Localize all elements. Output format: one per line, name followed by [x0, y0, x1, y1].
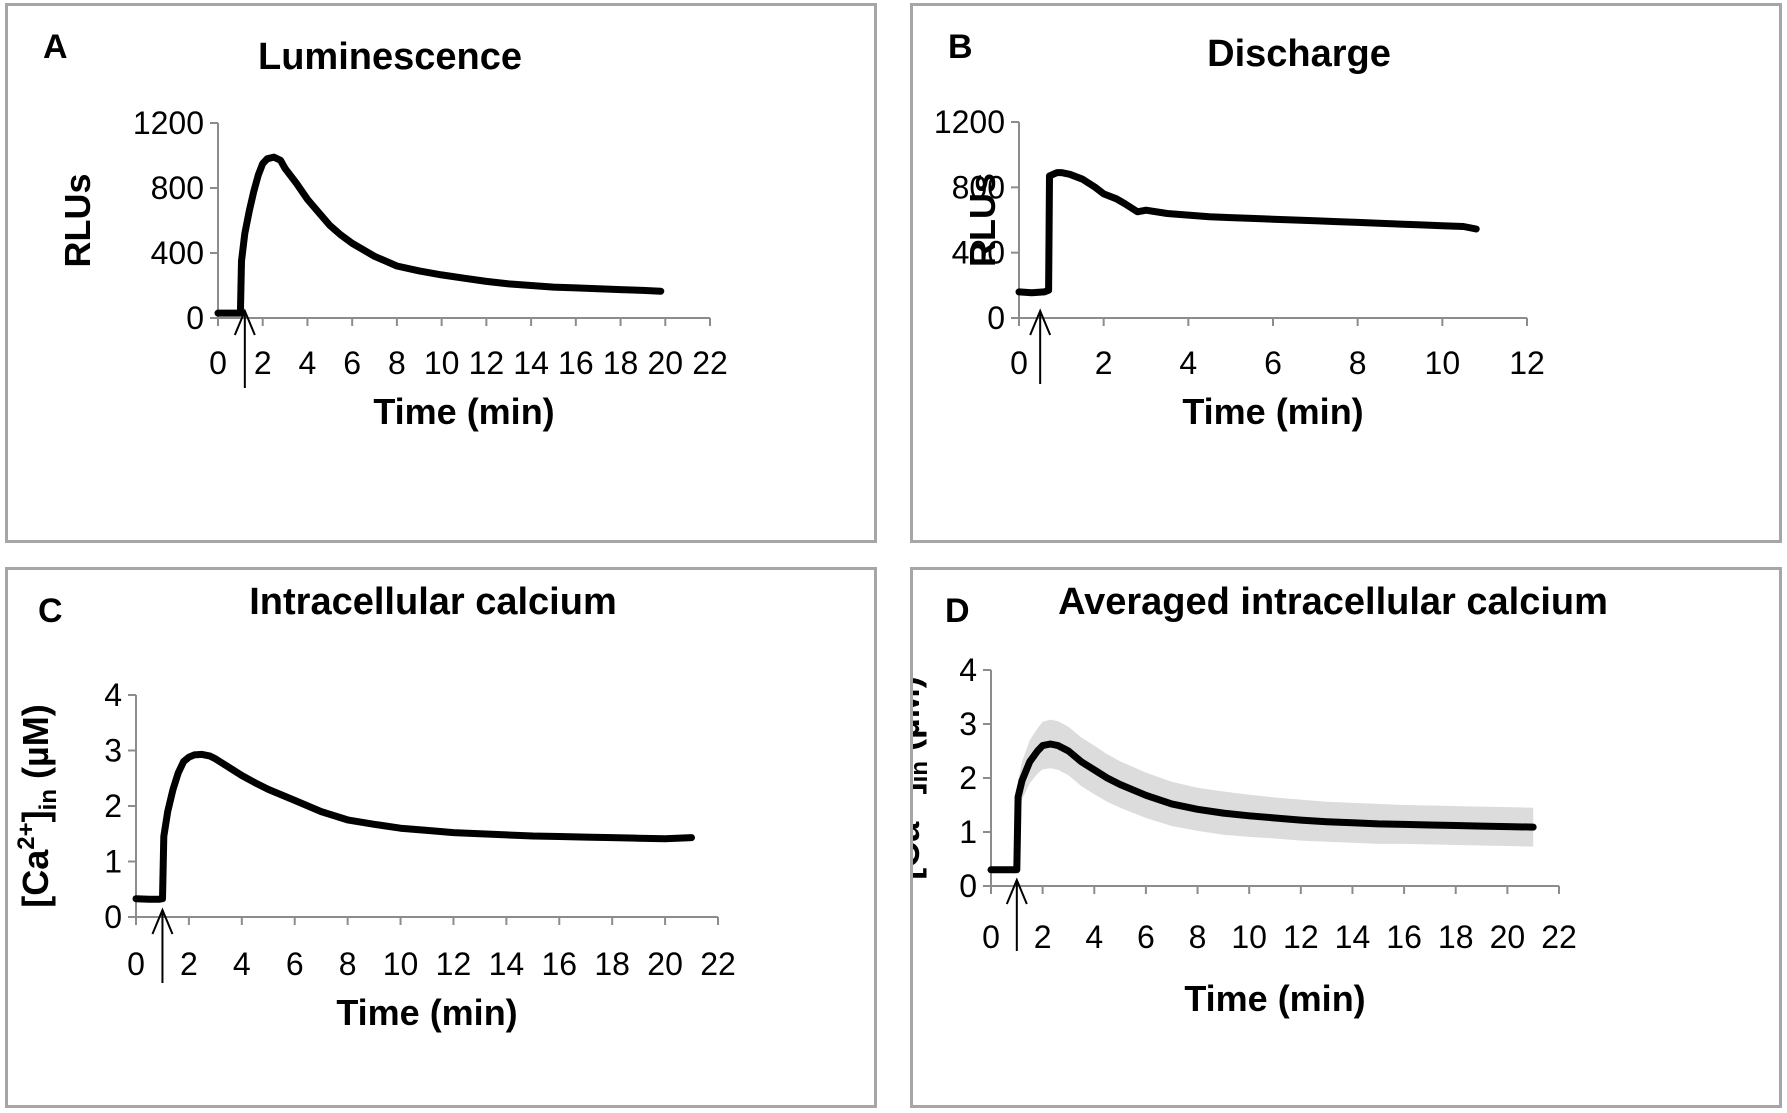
x-tick-label: 0	[127, 946, 145, 982]
x-tick-label: 18	[594, 946, 630, 982]
y-tick-label: 1	[959, 814, 977, 850]
x-tick-label: 10	[1231, 919, 1267, 955]
x-tick-label: 14	[489, 946, 525, 982]
x-tick-label: 6	[286, 946, 304, 982]
panel-label: A	[43, 28, 68, 66]
panel-b: 0 400 800 1200 0 2 4 6 8 10 12 Time (min) RLUs B Disch…	[910, 3, 1782, 543]
y-tick-label: 4	[104, 677, 122, 713]
x-tick-label: 10	[383, 946, 419, 982]
panel-a: 0 400 800 1200 0 2 4 6 8 10 12 14 16 18 20 22 Time (min)…	[5, 3, 877, 543]
x-tick-label: 4	[299, 345, 317, 381]
x-tick-label: 0	[982, 919, 1000, 955]
x-tick-label: 6	[343, 345, 361, 381]
plot-group: 0 400 800 1200 0 2 4 6 8 10 12 Time (min) RLUs	[934, 104, 1545, 432]
stimulus-arrow-head	[1029, 308, 1052, 336]
x-tick-label: 12	[469, 345, 505, 381]
x-tick-label: 10	[1425, 345, 1461, 381]
y-tick-label: 0	[959, 868, 977, 904]
y-axis-label: [Ca2+]in (µM)	[13, 704, 62, 907]
y-tick-label: 1200	[934, 104, 1005, 140]
x-tick-label: 0	[1010, 345, 1028, 381]
x-tick-label: 2	[180, 946, 198, 982]
y-tick-label: 0	[104, 899, 122, 935]
series-line	[1015, 169, 1480, 297]
x-tick-label: 20	[647, 345, 683, 381]
y-tick-label: 2	[959, 760, 977, 796]
x-tick-label: 2	[1034, 919, 1052, 955]
y-tick-label: 3	[104, 733, 122, 769]
y-axis-label: RLUs	[57, 173, 98, 267]
x-axis-label: Time (min)	[1182, 391, 1363, 432]
x-tick-label: 16	[541, 946, 577, 982]
panel-label: D	[945, 592, 970, 630]
panel-c: 0 1 2 3 4 0 2 4 6 8 10 12 14 16 18 20 22 Time (min) [Ca2+]…	[5, 567, 877, 1108]
chart-title: Luminescence	[258, 36, 522, 78]
x-tick-label: 18	[603, 345, 639, 381]
x-tick-label: 14	[513, 345, 549, 381]
x-tick-label: 12	[436, 946, 472, 982]
x-tick-label: 18	[1438, 919, 1474, 955]
panel-label: B	[948, 28, 973, 66]
x-tick-label: 4	[1179, 345, 1197, 381]
x-tick-label: 6	[1137, 919, 1155, 955]
x-tick-label: 0	[209, 345, 227, 381]
x-tick-label: 20	[647, 946, 683, 982]
panel-label: C	[38, 592, 63, 630]
x-tick-label: 14	[1335, 919, 1371, 955]
stimulus-arrow-head	[233, 308, 256, 336]
y-tick-label: 0	[987, 300, 1005, 336]
x-tick-label: 2	[254, 345, 272, 381]
x-tick-label: 8	[388, 345, 406, 381]
x-tick-label: 12	[1509, 345, 1545, 381]
x-tick-label: 16	[1386, 919, 1422, 955]
y-tick-label: 400	[151, 235, 204, 271]
x-tick-label: 8	[1349, 345, 1367, 381]
y-axis-label: [Ca2+]in (µM)	[913, 676, 933, 879]
y-tick-label: 4	[959, 652, 977, 688]
chart-title: Averaged intracellular calcium	[1058, 581, 1608, 623]
x-axis-label: Time (min)	[336, 992, 517, 1033]
x-axis-label: Time (min)	[1184, 978, 1365, 1019]
series-line	[132, 750, 695, 903]
chart-b: 0 400 800 1200 0 2 4 6 8 10 12 Time (min) RLUs B Disch…	[934, 28, 1545, 432]
x-tick-label: 16	[558, 345, 594, 381]
y-tick-label: 3	[959, 706, 977, 742]
y-tick-label: 800	[151, 170, 204, 206]
stimulus-arrow-head	[1005, 877, 1028, 905]
x-tick-label: 6	[1264, 345, 1282, 381]
series-line	[987, 740, 1537, 874]
stimulus-arrow-head	[151, 907, 174, 935]
y-tick-label: 1200	[133, 105, 204, 141]
series-line	[214, 153, 665, 317]
x-tick-label: 8	[1189, 919, 1207, 955]
y-tick-label: 0	[186, 300, 204, 336]
x-tick-label: 2	[1095, 345, 1113, 381]
x-tick-label: 8	[339, 946, 357, 982]
y-tick-label: 400	[952, 235, 1005, 271]
y-tick-label: 2	[104, 788, 122, 824]
y-tick-label: 1	[104, 844, 122, 880]
error-band	[991, 719, 1534, 872]
x-tick-label: 4	[233, 946, 251, 982]
x-tick-label: 20	[1490, 919, 1526, 955]
x-tick-label: 22	[1541, 919, 1577, 955]
x-tick-label: 4	[1085, 919, 1103, 955]
y-axis-label: RLUs	[962, 173, 1003, 267]
x-axis-label: Time (min)	[373, 391, 554, 432]
chart-title: Intracellular calcium	[249, 581, 617, 623]
x-tick-label: 12	[1283, 919, 1319, 955]
x-tick-label: 10	[424, 345, 460, 381]
x-tick-label: 22	[700, 946, 736, 982]
y-tick-label: 800	[952, 169, 1005, 205]
chart-title: Discharge	[1207, 33, 1391, 75]
x-tick-label: 22	[692, 345, 728, 381]
